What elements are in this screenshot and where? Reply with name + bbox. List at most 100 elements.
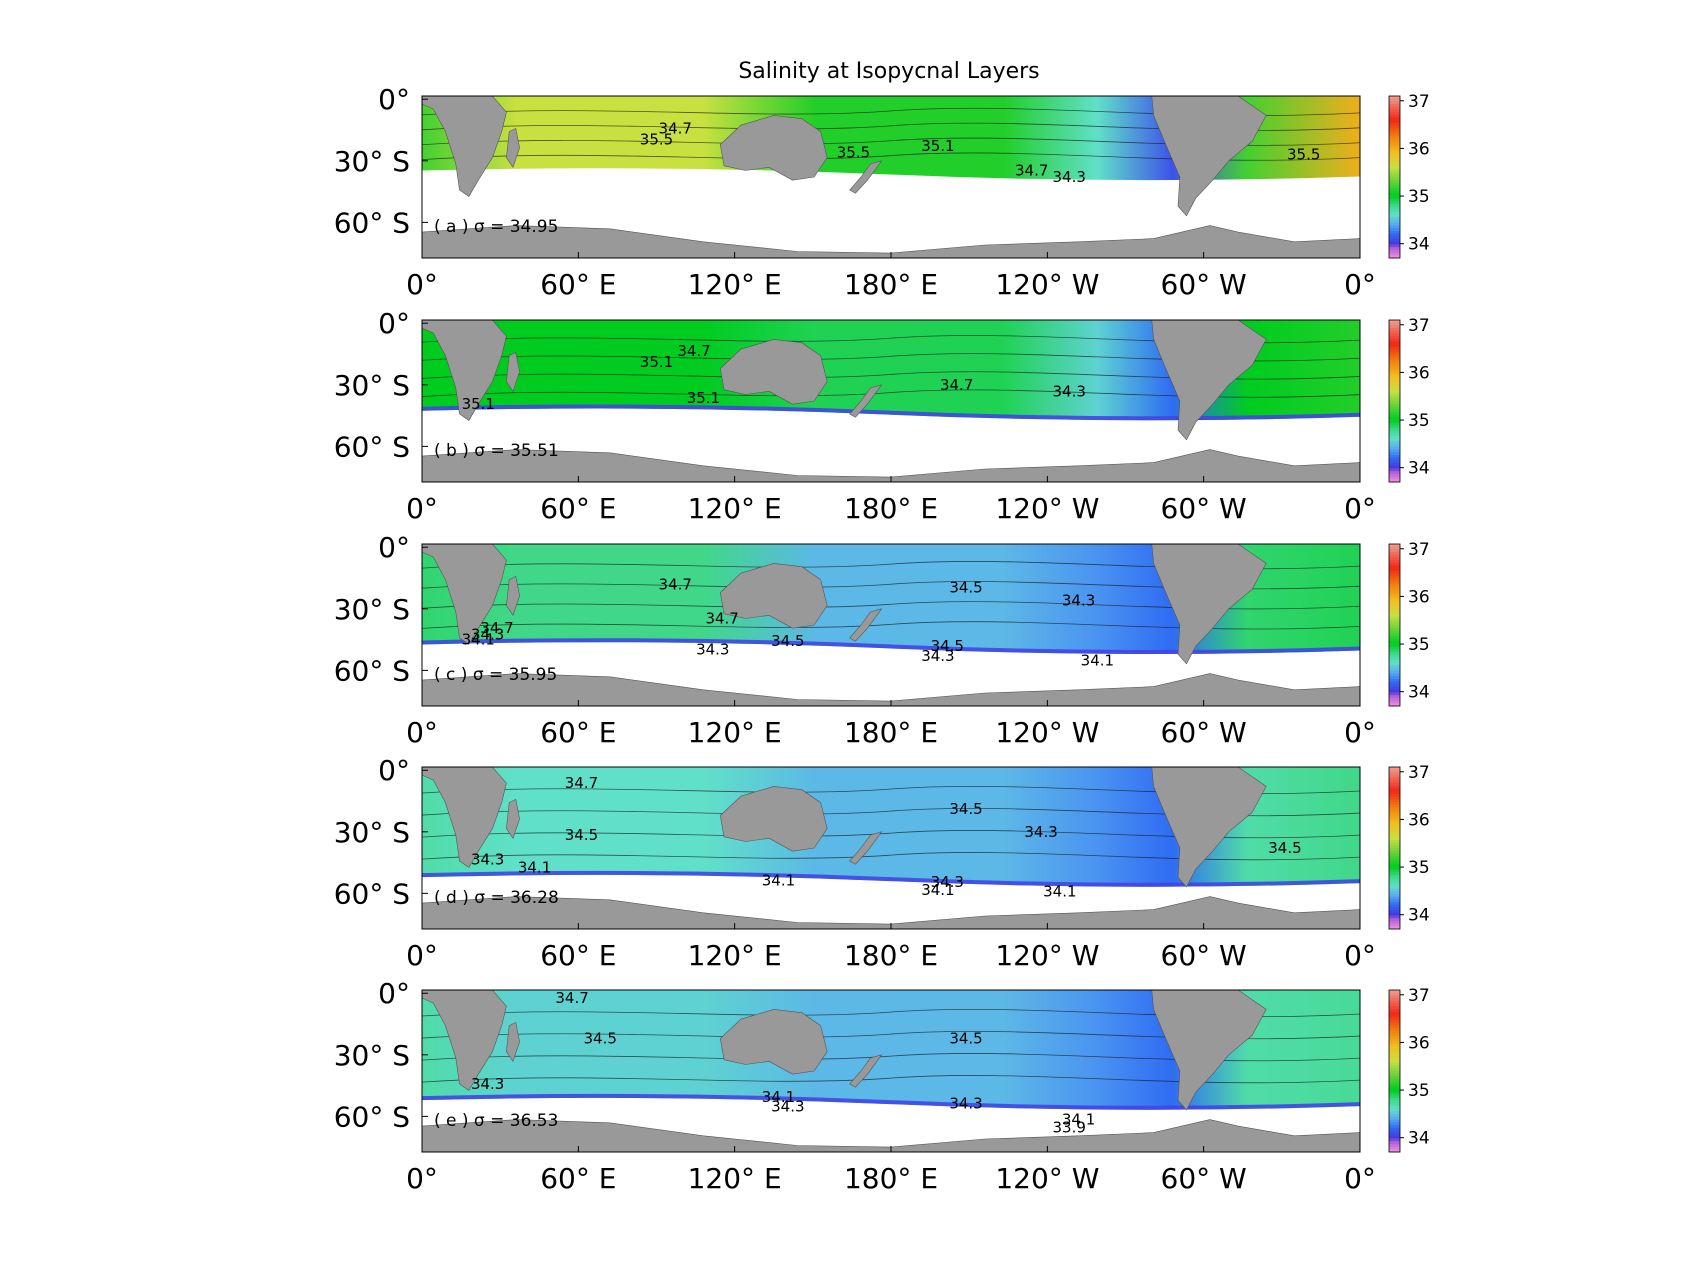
colorbar-tick-label: 34	[1408, 683, 1430, 703]
contour-label: 34.5	[931, 637, 964, 655]
colorbar-swatch	[1389, 888, 1400, 892]
contour-label: 34.5	[771, 632, 804, 650]
colorbar-swatch	[1389, 384, 1400, 388]
colorbar-swatch	[1389, 1025, 1400, 1029]
colorbar-swatch	[1389, 182, 1400, 186]
colorbar-swatch	[1389, 614, 1400, 618]
colorbar-swatch	[1389, 1122, 1400, 1126]
contour-label: 34.3	[471, 850, 504, 868]
x-tick-label: 120° W	[995, 716, 1099, 749]
colorbar-swatch	[1389, 150, 1400, 154]
colorbar-swatch	[1389, 697, 1400, 702]
colorbar-swatch	[1389, 1130, 1400, 1134]
colorbar-swatch	[1389, 850, 1400, 854]
colorbar-swatch	[1389, 673, 1400, 677]
colorbar-swatch	[1389, 428, 1400, 432]
colorbar-swatch	[1389, 379, 1400, 383]
colorbar-swatch	[1389, 638, 1400, 642]
colorbar-tick-label: 34	[1408, 459, 1430, 479]
colorbar-swatch	[1389, 104, 1400, 108]
y-tick-label: 60° S	[334, 877, 410, 910]
y-tick-label: 0°	[378, 977, 410, 1010]
x-tick-label: 60° W	[1161, 1162, 1247, 1195]
x-tick-label: 180° E	[844, 1162, 938, 1195]
colorbar-swatch	[1389, 802, 1400, 806]
contour-label: 34.1	[762, 871, 795, 889]
colorbar-swatch	[1389, 214, 1400, 218]
y-tick-label: 0°	[378, 307, 410, 340]
colorbar-tick-label: 35	[1408, 858, 1430, 878]
colorbar-swatch	[1389, 249, 1400, 254]
colorbar-swatch	[1389, 220, 1400, 224]
colorbar-swatch	[1389, 125, 1400, 129]
map-panel-d: 34.734.534.3 34.134.534.334.1 34.334.1 34.1…	[334, 754, 1430, 972]
colorbar-swatch	[1389, 552, 1400, 556]
colorbar-swatch	[1389, 557, 1400, 561]
colorbar-swatch	[1389, 823, 1400, 827]
colorbar-swatch	[1389, 236, 1400, 240]
colorbar-swatch	[1389, 794, 1400, 798]
colorbar-swatch	[1389, 177, 1400, 181]
colorbar-swatch	[1389, 255, 1400, 259]
colorbar-swatch	[1389, 880, 1400, 884]
y-tick-label: 60° S	[334, 654, 410, 687]
map-panel-c: 34.734.734.534.334.534.334.1 34.534.3 34.1…	[334, 531, 1430, 749]
colorbar-swatch	[1389, 187, 1400, 191]
colorbar-swatch	[1389, 1103, 1400, 1107]
colorbar-swatch	[1389, 422, 1400, 426]
colorbar-swatch	[1389, 231, 1400, 235]
colorbar-swatch	[1389, 1114, 1400, 1118]
colorbar-swatch	[1389, 554, 1400, 558]
colorbar-swatch	[1389, 679, 1400, 683]
contour-label: 35.5	[1287, 145, 1320, 163]
colorbar-swatch	[1389, 587, 1400, 591]
colorbar-tick-label: 37	[1408, 763, 1430, 783]
colorbar-tick-label: 36	[1408, 1033, 1430, 1053]
colorbar-swatch	[1389, 665, 1400, 669]
colorbar-tick-label: 36	[1408, 363, 1430, 383]
colorbar-tick-label: 34	[1408, 906, 1430, 926]
colorbar-swatch	[1389, 1095, 1400, 1099]
colorbar-swatch	[1389, 1030, 1400, 1034]
colorbar-swatch	[1389, 646, 1400, 650]
contour-label: 34.7	[480, 619, 513, 637]
colorbar-swatch	[1389, 684, 1400, 688]
figure-title: Salinity at Isopycnal Layers	[738, 59, 1039, 84]
x-tick-label: 60° W	[1161, 939, 1247, 972]
colorbar-frame	[1388, 319, 1401, 483]
x-tick-label: 120° E	[688, 268, 782, 301]
colorbar-swatch	[1389, 1084, 1400, 1088]
colorbar-swatch	[1389, 123, 1400, 127]
land-madagascar	[506, 575, 520, 616]
x-tick-label: 0°	[1344, 716, 1376, 749]
colorbar-swatch	[1389, 896, 1400, 900]
colorbar-swatch	[1389, 1098, 1400, 1102]
colorbar-swatch	[1389, 608, 1400, 612]
contour-label: 34.5	[1268, 839, 1301, 857]
x-tick-label: 120° W	[995, 1162, 1099, 1195]
colorbar-swatch	[1389, 581, 1400, 585]
colorbar-swatch	[1389, 785, 1400, 790]
land-samerica	[1151, 766, 1267, 888]
colorbar-swatch	[1389, 818, 1400, 822]
colorbar-swatch	[1389, 460, 1400, 464]
colorbar-swatch	[1389, 573, 1400, 577]
colorbar-swatch	[1389, 336, 1400, 340]
land-africa	[421, 766, 507, 868]
colorbar-swatch	[1389, 1027, 1400, 1031]
colorbar-swatch	[1389, 662, 1400, 666]
colorbar-swatch	[1389, 376, 1400, 380]
colorbar-swatch	[1389, 1089, 1400, 1094]
colorbar-swatch	[1389, 1125, 1400, 1129]
colorbar-swatch	[1389, 918, 1400, 922]
colorbar-swatch	[1389, 1014, 1400, 1018]
contour-label: 34.7	[677, 342, 710, 360]
colorbar-swatch	[1389, 998, 1400, 1002]
colorbar-swatch	[1389, 1100, 1400, 1104]
colorbar-swatch	[1389, 1146, 1400, 1150]
land-madagascar	[506, 127, 520, 168]
colorbar-swatch	[1389, 1000, 1400, 1004]
land-nz	[849, 1054, 883, 1088]
colorbar-swatch	[1389, 195, 1400, 200]
